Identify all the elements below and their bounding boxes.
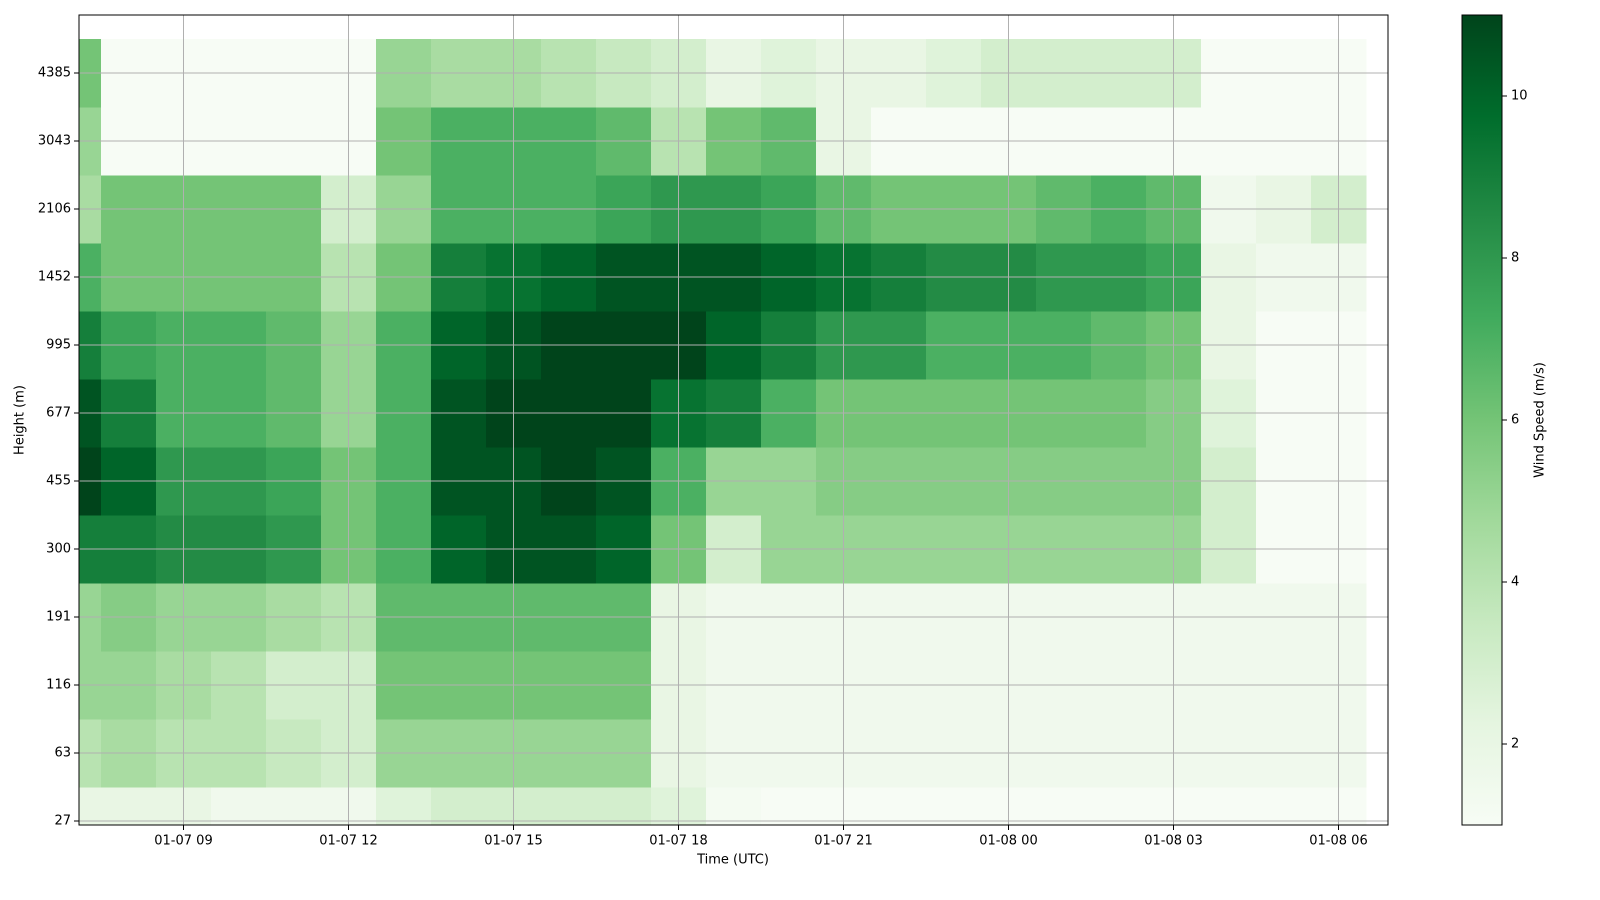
heatmap-cell [1036,787,1092,825]
colorbar-tick-label: 8 [1511,251,1519,266]
y-axis-label: Height (m) [13,385,28,455]
y-tick-label: 63 [54,746,71,761]
y-tick-label: 995 [46,338,71,353]
y-tick-label: 1452 [38,270,71,285]
heatmap-cell [1201,787,1257,825]
x-tick-label: 01-08 03 [1144,834,1202,849]
x-tick-label: 01-07 15 [484,834,542,849]
y-tick-label: 27 [54,814,71,829]
y-tick-label: 455 [46,474,71,489]
colorbar [1461,14,1503,826]
heatmap-cell [266,787,322,825]
y-tick-label: 677 [46,406,71,421]
x-tick-label: 01-07 18 [649,834,707,849]
heatmap-cell [926,787,982,825]
y-tick-label: 116 [46,678,71,693]
heatmap [79,39,1367,825]
x-tick-label: 01-08 06 [1309,834,1367,849]
heatmap-cell [706,787,762,825]
y-tick-label: 4385 [38,66,71,81]
x-tick-label: 01-07 12 [319,834,377,849]
x-tick-label: 01-07 09 [154,834,212,849]
heatmap-cell [376,787,432,825]
heatmap-cell [79,787,102,825]
colorbar-label: Wind Speed (m/s) [1533,362,1548,478]
heatmap-cell [596,787,652,825]
heatmap-cell [871,787,927,825]
heatmap-cell [1091,787,1147,825]
heatmap-cell [101,787,157,825]
y-tick-label: 191 [46,610,71,625]
heatmap-cell [761,787,817,825]
colorbar-tick-label: 10 [1511,89,1528,104]
heatmap-cell [1256,787,1312,825]
axes: 01-07 09 01-07 12 01-07 15 01-07 18 01-07 21… [38,14,1389,849]
colorbar-tick-label: 6 [1511,413,1519,428]
colorbar-tick-label: 4 [1511,575,1519,590]
y-tick-label: 2106 [38,202,71,217]
x-tick-label: 01-08 00 [979,834,1037,849]
heatmap-cell [431,787,487,825]
plot-frame [78,14,1389,826]
x-axis-label: Time (UTC) [696,853,769,868]
heatmap-cell [541,787,597,825]
heatmap-cell [211,787,267,825]
colorbar-tick-label: 2 [1511,737,1519,752]
y-tick-label: 300 [46,542,71,557]
y-tick-label: 3043 [38,134,71,149]
x-tick-label: 01-07 21 [814,834,872,849]
